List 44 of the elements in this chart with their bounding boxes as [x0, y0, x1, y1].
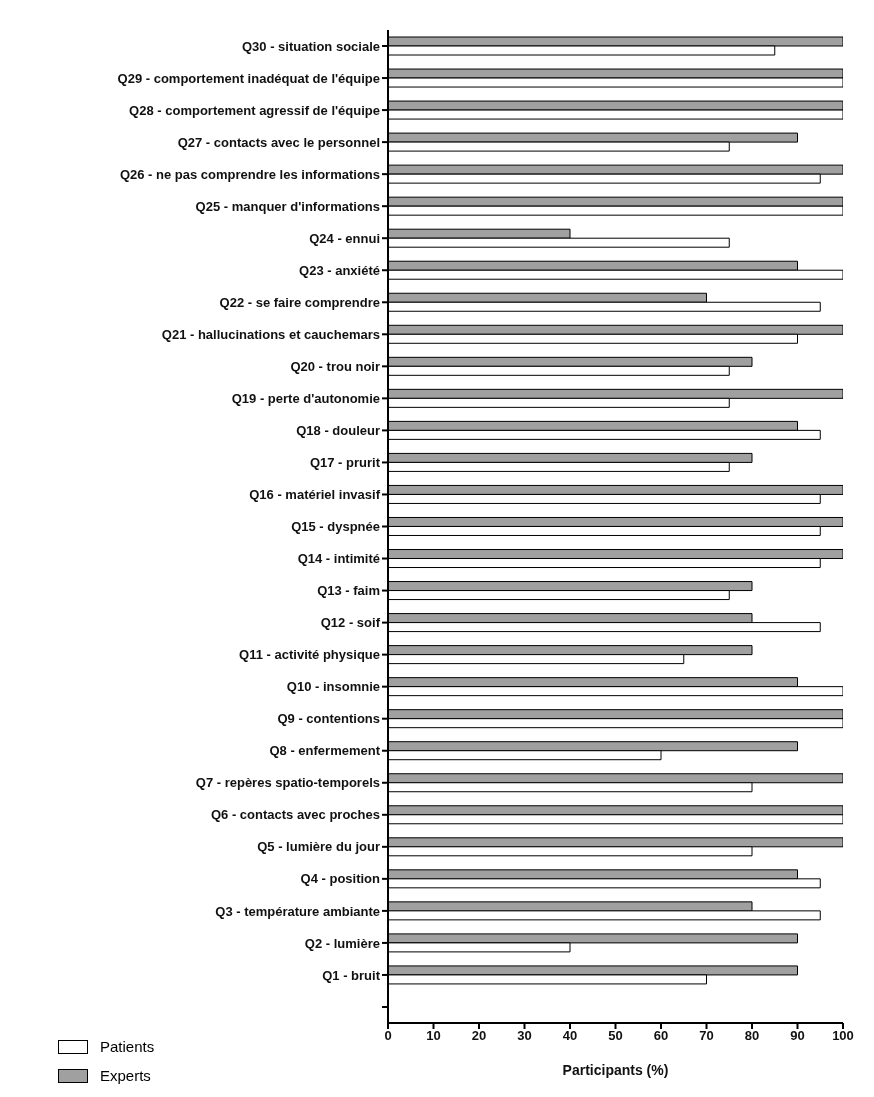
x-tick-label: 80 [744, 1028, 760, 1044]
y-tick-label: Q4 - position [300, 871, 381, 887]
y-tick-label: Q25 - manquer d'informations [195, 198, 380, 214]
y-tick-label: Q24 - ennui [309, 230, 380, 246]
y-tick-label: Q10 - insomnie [286, 679, 380, 695]
y-tick-label: Q16 - matériel invasif [249, 487, 381, 503]
x-tick-label: 100 [832, 1028, 854, 1044]
y-tick-label: Q29 - comportement inadéquat de l'équipe [117, 70, 380, 86]
x-tick-label: 10 [426, 1028, 441, 1044]
y-tick-label: Q15 - dyspnée [291, 519, 380, 535]
x-tick-label: 50 [608, 1028, 623, 1044]
y-tick-label: Q28 - comportement agressif de l'équipe [129, 102, 380, 118]
x-tick-label: 70 [699, 1028, 714, 1044]
y-tick-label: Q21 - hallucinations et cauchemars [161, 326, 380, 342]
x-tick-label: 0 [384, 1028, 392, 1044]
y-tick-label: Q23 - anxiété [299, 262, 380, 278]
x-axis-title: Participants (%) [562, 1062, 669, 1078]
y-tick-label: Q30 - situation sociale [242, 38, 380, 54]
y-tick-label: Q3 - température ambiante [215, 903, 380, 919]
legend-label: Experts [100, 1067, 151, 1084]
y-tick-label: Q27 - contacts avec le personnel [177, 134, 380, 150]
x-tick-label: 90 [790, 1028, 805, 1044]
y-tick-label: Q6 - contacts avec proches [210, 807, 380, 823]
y-tick-label: Q1 - bruit [322, 967, 381, 983]
y-tick-label: Q26 - ne pas comprendre les informations [119, 166, 380, 182]
x-tick-label: 20 [471, 1028, 487, 1044]
y-tick-label: Q20 - trou noir [290, 358, 380, 374]
y-tick-label: Q22 - se faire comprendre [219, 294, 380, 310]
x-tick-label: 40 [562, 1028, 578, 1044]
y-tick-label: Q2 - lumière [304, 935, 380, 951]
y-tick-label: Q14 - intimité [297, 551, 380, 567]
y-tick-label: Q13 - faim [317, 583, 380, 599]
y-tick-label: Q5 - lumière du jour [257, 839, 380, 855]
y-tick-label: Q7 - repères spatio-temporels [195, 775, 380, 791]
y-tick-label: Q19 - perte d'autonomie [231, 390, 380, 406]
x-tick-label: 60 [653, 1028, 669, 1044]
y-tick-label: Q11 - activité physique [239, 647, 380, 663]
y-tick-label: Q12 - soif [320, 615, 381, 631]
y-tick-label: Q8 - enfermement [269, 743, 381, 759]
y-tick-label: Q9 - contentions [277, 711, 380, 727]
y-tick-label: Q18 - douleur [296, 423, 380, 439]
y-tick-label: Q17 - prurit [309, 455, 381, 471]
legend-label: Patients [100, 1038, 155, 1055]
x-tick-label: 30 [517, 1028, 532, 1044]
